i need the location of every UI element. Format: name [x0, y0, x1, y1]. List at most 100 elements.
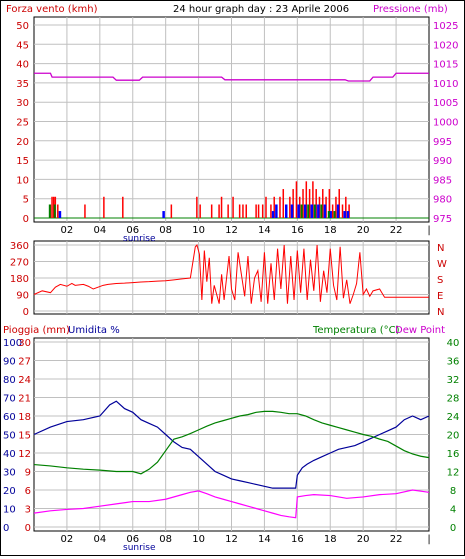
tick-label-rain: 21 [18, 394, 31, 405]
marks-panel1 [34, 72, 429, 219]
wind-gust-bar [305, 181, 308, 218]
grid-panel2 [34, 241, 429, 314]
wind-gust-bar [242, 204, 244, 218]
wind-gust-bar [289, 196, 291, 218]
compass-n-top: N [437, 243, 444, 254]
wind-gust-bar [196, 196, 198, 218]
wind-gust-bar [122, 196, 124, 218]
tick-label-hour: 16 [291, 225, 304, 236]
axes-panel1: 0510152025303540455097598098599099510001… [16, 21, 458, 236]
tick-label-humidity: 50 [3, 431, 16, 442]
tick-label-rain: 12 [18, 449, 31, 460]
wind-gust-bar [170, 204, 173, 218]
wind-gust-bar [210, 204, 213, 218]
tick-label-rain: 15 [18, 431, 31, 442]
tick-label-humidity: 60 [3, 412, 16, 423]
tick-label-temperature: 12 [447, 468, 460, 479]
wind-gust-bar [282, 189, 285, 218]
wind-low-bar [300, 204, 303, 218]
tick-label-wind: 20 [16, 137, 29, 148]
pressure-axis-label: Pressione (mb) [373, 4, 448, 15]
tick-label-hour: 18 [324, 534, 337, 545]
wind-avg-bar [284, 204, 288, 218]
wind-avg-bar [329, 211, 332, 218]
tick-label-pressure: 985 [433, 175, 452, 186]
marks-panel2 [33, 243, 429, 304]
wind-axis-label: Forza vento (kmh) [6, 4, 98, 15]
wind-avg-bar [346, 211, 350, 218]
tick-label-hour: 14 [258, 225, 271, 236]
temperature-axis-label: Temperatura (°C) [312, 325, 400, 336]
wind-gust-bar [270, 204, 272, 218]
tick-label-temperature: 16 [447, 449, 460, 460]
tick-label-humidity: 90 [3, 357, 16, 368]
wind-gust-bar [331, 204, 334, 218]
tick-label-humidity: 100 [3, 338, 22, 349]
tick-label-direction: 90 [16, 291, 29, 302]
wind-gust-bar [257, 204, 260, 218]
tick-label-humidity: 40 [3, 449, 16, 460]
tick-label-hour: 06 [126, 225, 139, 236]
tick-label-rain: 3 [25, 505, 31, 516]
tick-label-direction: 0 [23, 307, 29, 318]
tick-label-pressure: 1010 [433, 79, 458, 90]
tick-label-humidity: 0 [3, 523, 9, 534]
wind-gust-bar [279, 196, 281, 218]
tick-label-wind: 0 [23, 214, 29, 225]
tick-label-temperature: 36 [447, 357, 460, 368]
wind-gust-bar [238, 204, 241, 218]
tick-label-rain: 6 [25, 486, 31, 497]
tick-label-pressure: 975 [433, 214, 452, 225]
wind-gust-bar [57, 204, 59, 218]
tick-label-hour: 22 [390, 534, 403, 545]
dewpoint-line [33, 489, 430, 519]
tick-label-direction: 180 [10, 274, 29, 285]
pressure-line [34, 72, 429, 82]
wind-gust-bar [302, 189, 304, 218]
axes-panel3: 0481216202428323640010203040506070809010… [3, 338, 459, 545]
tick-label-hour: 10 [192, 534, 205, 545]
tick-label-hour: 06 [126, 534, 139, 545]
tick-label-humidity: 30 [3, 468, 16, 479]
tick-label-rain: 30 [18, 338, 31, 349]
wind-gust-bar [232, 196, 234, 218]
tick-label-hour: 20 [357, 534, 370, 545]
tick-label-pressure: 1025 [433, 21, 458, 32]
rain-axis-label: Pioggia (mm) [3, 325, 70, 336]
tick-label-wind: 40 [16, 60, 29, 71]
tick-label-temperature: 4 [450, 505, 456, 516]
wind-gust-bar [51, 196, 53, 218]
tick-label-temperature: 24 [447, 412, 460, 423]
compass-s: S [437, 275, 443, 286]
wind-gust-bar [261, 204, 264, 218]
tick-label-temperature: 32 [447, 375, 460, 386]
wind-gust-bar [227, 204, 229, 218]
tick-label-hour: 14 [258, 534, 271, 545]
wind-low-bar [333, 211, 336, 218]
tick-label-rain: 18 [18, 412, 31, 423]
wind-gust-bar [245, 204, 247, 218]
wind-avg-bar [58, 211, 62, 218]
tick-label-hour: 02 [61, 534, 74, 545]
tick-label-hour: | [427, 225, 430, 236]
tick-label-temperature: 20 [447, 431, 460, 442]
tick-label-pressure: 990 [433, 156, 452, 167]
wind-avg-bar [271, 211, 275, 218]
tick-label-pressure: 1005 [433, 98, 458, 109]
tick-label-wind: 10 [16, 175, 29, 186]
wind-gust-bar [315, 189, 317, 218]
wind-avg-bar [343, 211, 346, 218]
wind-gust-bar [273, 196, 275, 218]
tick-label-rain: 9 [25, 468, 31, 479]
tick-label-wind: 25 [16, 118, 29, 129]
sunrise-label-panel1: sunrise [123, 234, 156, 244]
wind-gust-bar [328, 189, 331, 218]
wind-direction-line [33, 243, 429, 304]
wind-gust-bar [338, 189, 340, 218]
tick-label-wind: 30 [16, 98, 29, 109]
wind-gust-bar [295, 181, 298, 218]
wind-gust-bar [255, 204, 257, 218]
wind-gust-bar [84, 204, 86, 218]
wind-gust-bar [218, 204, 220, 218]
